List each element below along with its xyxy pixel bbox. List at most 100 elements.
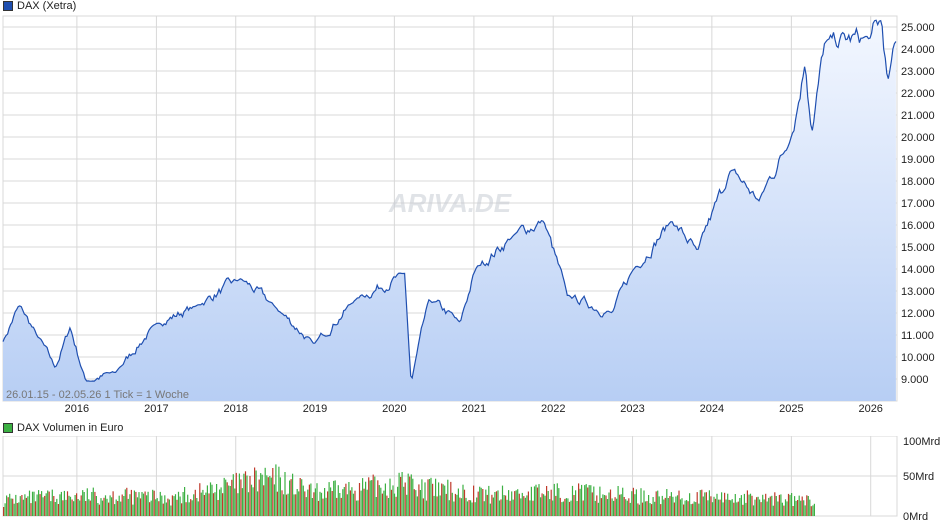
volume-bar xyxy=(509,500,511,516)
volume-bar xyxy=(165,502,167,516)
volume-bar xyxy=(517,489,519,516)
volume-bar xyxy=(264,467,266,516)
volume-bar xyxy=(209,482,212,516)
volume-bar xyxy=(541,493,543,516)
volume-bar xyxy=(386,495,388,516)
volume-bar xyxy=(80,495,82,516)
x-tick-label: 2019 xyxy=(303,403,327,415)
volume-bar xyxy=(593,486,595,516)
volume-bar xyxy=(810,506,812,516)
volume-bar xyxy=(708,490,710,516)
volume-bar xyxy=(351,487,353,516)
volume-bar xyxy=(161,495,163,516)
volume-bar xyxy=(56,498,58,516)
volume-bar xyxy=(681,498,683,516)
volume-bar xyxy=(588,485,590,516)
volume-bar xyxy=(769,496,771,516)
volume-bar xyxy=(421,479,423,516)
volume-bar xyxy=(48,491,50,516)
volume-bar xyxy=(220,487,222,516)
volume-bar xyxy=(203,495,205,516)
volume-bar xyxy=(352,493,355,516)
volume-bar xyxy=(501,485,504,516)
volume-bar xyxy=(310,483,312,516)
volume-y-tick-label: 50Mrd xyxy=(903,471,934,483)
volume-bar xyxy=(130,489,132,516)
y-tick-label: 12.000 xyxy=(901,308,935,320)
volume-bar xyxy=(16,503,18,516)
volume-bar xyxy=(638,504,640,516)
volume-bar xyxy=(136,497,139,516)
volume-bar xyxy=(237,493,239,516)
volume-bar xyxy=(123,496,125,516)
volume-bar xyxy=(812,505,814,516)
volume-bar xyxy=(117,501,119,516)
volume-bar xyxy=(174,494,177,516)
volume-bar xyxy=(24,494,26,516)
volume-bar xyxy=(689,493,691,516)
volume-bar xyxy=(296,489,298,516)
volume-bar xyxy=(704,492,706,516)
volume-bar xyxy=(622,487,624,516)
volume-bar xyxy=(696,492,698,516)
volume-bar xyxy=(436,496,438,516)
volume-bar xyxy=(672,496,674,516)
volume-bar xyxy=(68,495,70,516)
y-tick-label: 9.000 xyxy=(901,374,929,386)
price-area xyxy=(3,20,896,401)
volume-bar xyxy=(273,484,275,516)
volume-bar xyxy=(524,497,526,516)
volume-bar xyxy=(743,493,745,516)
x-tick-label: 2020 xyxy=(382,403,406,415)
volume-bar xyxy=(304,491,306,516)
volume-bar xyxy=(533,486,536,516)
volume-bar xyxy=(540,497,542,516)
volume-bar xyxy=(188,502,190,516)
volume-bar xyxy=(342,489,344,516)
volume-bar xyxy=(567,498,569,516)
volume-bar xyxy=(558,488,560,516)
volume-bar xyxy=(182,492,184,516)
volume-bar xyxy=(228,485,230,516)
volume-bar xyxy=(39,494,41,516)
volume-bar xyxy=(460,498,463,516)
volume-bar xyxy=(403,486,405,516)
volume-bar xyxy=(693,501,695,516)
volume-bar xyxy=(529,500,531,516)
volume-bar xyxy=(258,479,260,516)
volume-legend: DAX Volumen in Euro xyxy=(3,422,123,434)
volume-bar xyxy=(69,496,72,516)
volume-bar xyxy=(438,482,440,516)
volume-bar xyxy=(121,494,123,516)
volume-bar xyxy=(497,490,499,516)
volume-bar xyxy=(571,485,574,516)
volume-bar xyxy=(15,494,17,516)
volume-bar xyxy=(606,499,609,516)
volume-bar xyxy=(114,504,116,516)
volume-bar xyxy=(527,491,529,516)
volume-bar xyxy=(532,500,534,516)
volume-bar xyxy=(278,466,280,516)
volume-bar xyxy=(444,485,446,516)
volume-bar xyxy=(171,495,173,516)
volume-bar xyxy=(254,467,256,516)
volume-bar xyxy=(576,501,578,516)
volume-bar xyxy=(244,471,247,516)
volume-bar xyxy=(428,479,431,516)
volume-bar xyxy=(98,504,100,516)
volume-bar xyxy=(101,500,104,516)
volume-bar xyxy=(150,500,152,516)
volume-bar xyxy=(44,495,46,516)
volume-bar xyxy=(661,495,663,516)
volume-bar xyxy=(746,490,748,516)
volume-bar xyxy=(578,483,580,516)
volume-bar xyxy=(190,499,192,516)
volume-bar xyxy=(648,495,650,516)
volume-bar xyxy=(38,490,40,516)
volume-bar xyxy=(31,491,34,516)
volume-bar xyxy=(710,496,712,516)
watermark: ARIVA.DE xyxy=(388,188,512,218)
volume-bar xyxy=(683,504,685,516)
volume-bar xyxy=(479,486,481,516)
volume-bar xyxy=(270,477,272,516)
